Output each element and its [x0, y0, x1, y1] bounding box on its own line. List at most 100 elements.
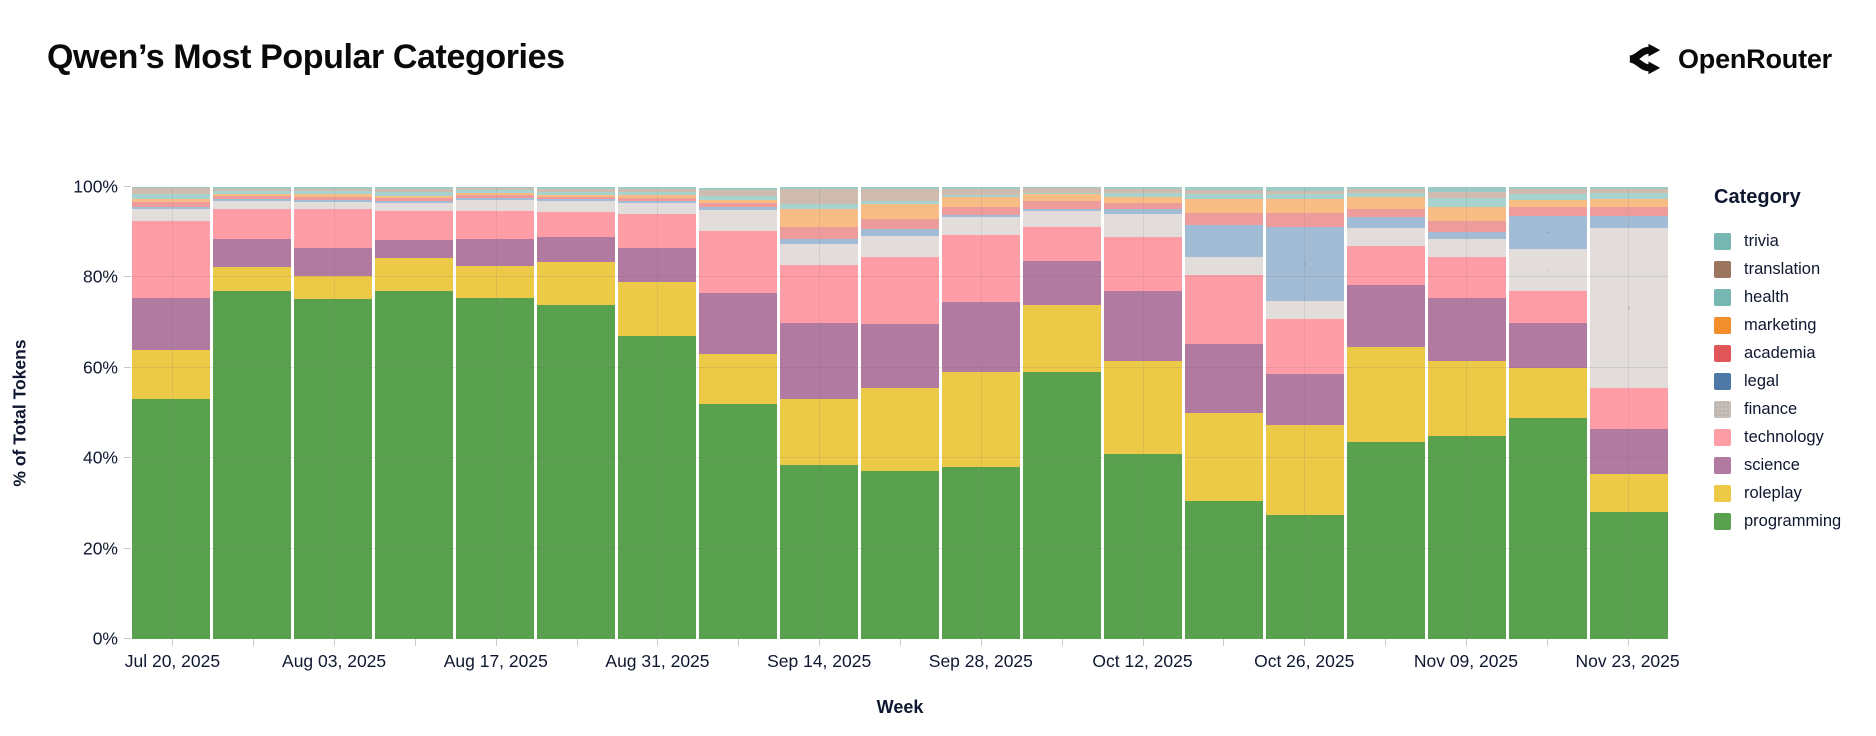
segment-finance[interactable] — [780, 244, 858, 266]
segment-marketing[interactable] — [213, 194, 291, 197]
segment-programming[interactable] — [132, 399, 210, 639]
segment-finance[interactable] — [1185, 256, 1263, 275]
segment-health[interactable] — [1023, 192, 1101, 195]
segment-trivia[interactable] — [780, 187, 858, 190]
segment-technology[interactable] — [1185, 274, 1263, 345]
segment-academia[interactable] — [1428, 220, 1506, 233]
segment-finance[interactable] — [537, 200, 615, 212]
segment-marketing[interactable] — [1266, 198, 1344, 214]
segment-technology[interactable] — [213, 209, 291, 239]
segment-marketing[interactable] — [699, 199, 777, 204]
segment-academia[interactable] — [1185, 212, 1263, 226]
segment-legal[interactable] — [699, 207, 777, 210]
segment-legal[interactable] — [1347, 217, 1425, 228]
segment-programming[interactable] — [456, 297, 534, 639]
segment-roleplay[interactable] — [1428, 361, 1506, 436]
legend-item-legal[interactable]: legal — [1714, 367, 1874, 395]
segment-programming[interactable] — [618, 336, 696, 639]
segment-translation[interactable] — [537, 188, 615, 192]
segment-legal[interactable] — [780, 239, 858, 244]
segment-marketing[interactable] — [780, 209, 858, 228]
segment-trivia[interactable] — [699, 187, 777, 190]
segment-finance[interactable] — [942, 217, 1020, 235]
segment-health[interactable] — [780, 204, 858, 210]
segment-science[interactable] — [942, 301, 1020, 373]
bar-Oct 19, 2025[interactable] — [1185, 187, 1263, 639]
segment-technology[interactable] — [1266, 318, 1344, 375]
segment-legal[interactable] — [861, 229, 939, 236]
segment-finance[interactable] — [1347, 227, 1425, 247]
bar-Sep 14, 2025[interactable] — [780, 187, 858, 639]
segment-academia[interactable] — [1104, 203, 1182, 210]
segment-science[interactable] — [861, 323, 939, 388]
segment-academia[interactable] — [1590, 207, 1668, 217]
segment-science[interactable] — [213, 239, 291, 268]
segment-programming[interactable] — [1590, 512, 1668, 639]
segment-legal[interactable] — [375, 201, 453, 203]
segment-programming[interactable] — [1428, 435, 1506, 639]
legend-item-science[interactable]: science — [1714, 451, 1874, 479]
bar-Jul 20, 2025[interactable] — [132, 187, 210, 639]
segment-trivia[interactable] — [1185, 187, 1263, 190]
segment-programming[interactable] — [1266, 514, 1344, 639]
segment-legal[interactable] — [456, 197, 534, 200]
segment-marketing[interactable] — [861, 204, 939, 220]
segment-roleplay[interactable] — [1347, 347, 1425, 443]
segment-roleplay[interactable] — [375, 257, 453, 291]
segment-marketing[interactable] — [456, 192, 534, 196]
segment-health[interactable] — [618, 191, 696, 196]
segment-science[interactable] — [1185, 344, 1263, 414]
segment-technology[interactable] — [861, 256, 939, 324]
segment-academia[interactable] — [1023, 200, 1101, 209]
segment-technology[interactable] — [1023, 226, 1101, 261]
segment-health[interactable] — [1185, 194, 1263, 200]
segment-technology[interactable] — [699, 231, 777, 293]
segment-finance[interactable] — [213, 200, 291, 210]
legend-item-programming[interactable]: programming — [1714, 507, 1874, 535]
segment-technology[interactable] — [1590, 388, 1668, 429]
segment-translation[interactable] — [132, 188, 210, 194]
bar-Sep 07, 2025[interactable] — [699, 187, 777, 639]
segment-academia[interactable] — [213, 196, 291, 199]
segment-health[interactable] — [456, 190, 534, 193]
segment-translation[interactable] — [1266, 190, 1344, 195]
segment-health[interactable] — [1590, 192, 1668, 200]
segment-roleplay[interactable] — [942, 372, 1020, 468]
segment-health[interactable] — [1347, 192, 1425, 198]
segment-roleplay[interactable] — [132, 349, 210, 400]
segment-roleplay[interactable] — [618, 281, 696, 337]
segment-marketing[interactable] — [537, 194, 615, 197]
segment-roleplay[interactable] — [1590, 474, 1668, 513]
bar-Nov 23, 2025[interactable] — [1590, 187, 1668, 639]
segment-science[interactable] — [1428, 297, 1506, 362]
segment-academia[interactable] — [1347, 208, 1425, 218]
segment-academia[interactable] — [375, 197, 453, 202]
segment-legal[interactable] — [132, 206, 210, 209]
bar-Nov 09, 2025[interactable] — [1428, 187, 1506, 639]
segment-health[interactable] — [861, 200, 939, 205]
segment-trivia[interactable] — [1023, 187, 1101, 188]
bar-Sep 21, 2025[interactable] — [861, 187, 939, 639]
segment-programming[interactable] — [942, 467, 1020, 639]
segment-technology[interactable] — [537, 211, 615, 237]
segment-programming[interactable] — [375, 290, 453, 639]
segment-roleplay[interactable] — [1104, 361, 1182, 454]
segment-marketing[interactable] — [1347, 197, 1425, 209]
segment-trivia[interactable] — [1266, 187, 1344, 191]
segment-academia[interactable] — [780, 227, 858, 240]
segment-legal[interactable] — [1104, 209, 1182, 215]
bar-Sep 28, 2025[interactable] — [942, 187, 1020, 639]
segment-translation[interactable] — [780, 189, 858, 205]
segment-finance[interactable] — [699, 209, 777, 232]
segment-health[interactable] — [1266, 194, 1344, 199]
segment-marketing[interactable] — [1428, 207, 1506, 221]
segment-health[interactable] — [132, 193, 210, 199]
segment-trivia[interactable] — [132, 187, 210, 189]
segment-translation[interactable] — [1185, 189, 1263, 195]
segment-technology[interactable] — [456, 211, 534, 240]
segment-programming[interactable] — [1023, 372, 1101, 639]
segment-roleplay[interactable] — [213, 267, 291, 291]
segment-science[interactable] — [1590, 428, 1668, 475]
segment-marketing[interactable] — [1590, 199, 1668, 208]
segment-technology[interactable] — [942, 234, 1020, 302]
